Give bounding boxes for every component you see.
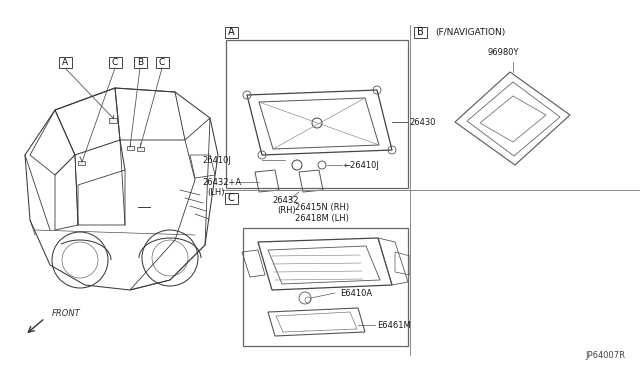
Text: 96980Y: 96980Y	[488, 48, 520, 57]
Text: 26410J: 26410J	[202, 155, 231, 164]
Text: (F/NAVIGATION): (F/NAVIGATION)	[435, 28, 505, 36]
Text: 26432: 26432	[272, 196, 298, 205]
Bar	[109, 118, 117, 123]
Text: ←26410J: ←26410J	[344, 160, 380, 170]
FancyBboxPatch shape	[156, 57, 168, 67]
Text: C: C	[112, 58, 118, 67]
FancyBboxPatch shape	[109, 57, 122, 67]
FancyBboxPatch shape	[413, 26, 426, 38]
Text: B: B	[417, 27, 424, 37]
Text: C: C	[228, 193, 234, 203]
Text: C: C	[159, 58, 165, 67]
Bar	[127, 146, 134, 150]
Text: JP64007R: JP64007R	[585, 351, 625, 360]
FancyBboxPatch shape	[226, 40, 408, 188]
FancyBboxPatch shape	[225, 192, 237, 203]
FancyBboxPatch shape	[58, 57, 72, 67]
FancyBboxPatch shape	[243, 228, 408, 346]
Text: E6461M: E6461M	[377, 321, 411, 330]
Text: FRONT: FRONT	[52, 310, 81, 318]
Text: E6410A: E6410A	[340, 289, 372, 298]
Text: A: A	[228, 27, 234, 37]
Text: 26432+A: 26432+A	[202, 177, 241, 186]
Text: 26418M (LH): 26418M (LH)	[295, 214, 349, 222]
Text: A: A	[62, 58, 68, 67]
Text: 26415N (RH): 26415N (RH)	[295, 202, 349, 212]
Bar	[78, 161, 85, 165]
Text: B: B	[137, 58, 143, 67]
Bar	[137, 147, 144, 151]
Text: 26430: 26430	[409, 118, 435, 126]
FancyBboxPatch shape	[225, 26, 237, 38]
Text: (LH): (LH)	[207, 187, 225, 196]
FancyBboxPatch shape	[134, 57, 147, 67]
Text: (RH): (RH)	[277, 205, 296, 215]
